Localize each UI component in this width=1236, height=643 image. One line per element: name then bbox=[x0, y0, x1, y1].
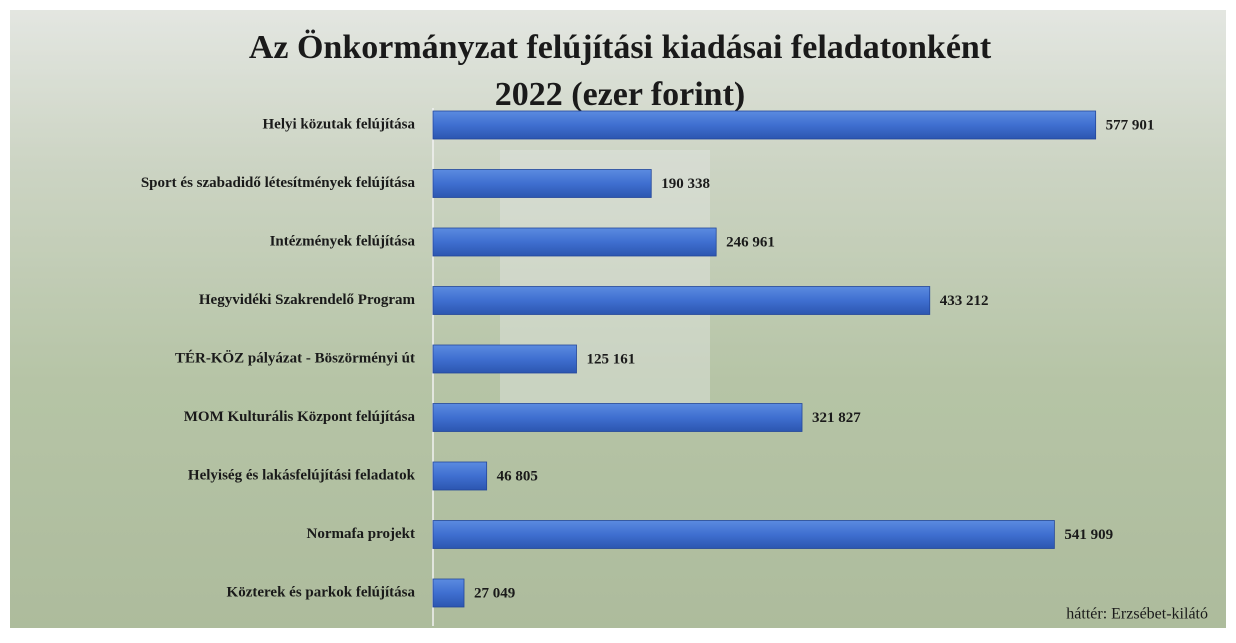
category-label: MOM Kulturális Központ felújítása bbox=[184, 409, 416, 425]
category-label: Közterek és parkok felújítása bbox=[227, 584, 416, 600]
bar bbox=[432, 403, 803, 432]
category-label: TÉR-KÖZ pályázat - Böszörményi út bbox=[175, 349, 415, 366]
bar bbox=[432, 344, 577, 374]
chart-title: Az Önkormányzat felújítási kiadásai fela… bbox=[249, 29, 992, 66]
category-label: Helyiség és lakásfelújítási feladatok bbox=[188, 467, 416, 483]
bar bbox=[432, 461, 488, 491]
value-label: 433 212 bbox=[940, 293, 989, 309]
category-label: Intézmények felújítása bbox=[270, 233, 416, 249]
value-label: 190 338 bbox=[661, 176, 710, 192]
value-label: 46 805 bbox=[497, 468, 538, 484]
value-label: 577 901 bbox=[1106, 117, 1155, 133]
annotation: háttér: Erzsébet-kilátó bbox=[1066, 606, 1208, 623]
bar bbox=[432, 286, 931, 315]
category-label: Hegyvidéki Szakrendelő Program bbox=[199, 292, 416, 308]
value-label: 27 049 bbox=[474, 585, 515, 601]
bar bbox=[432, 169, 652, 198]
value-label: 125 161 bbox=[587, 351, 636, 367]
category-label: Sport és szabadidő létesítmények felújít… bbox=[141, 175, 416, 191]
category-label: Normafa projekt bbox=[307, 526, 415, 542]
value-label: 541 909 bbox=[1064, 527, 1113, 543]
category-label: Helyi közutak felújítása bbox=[263, 116, 416, 132]
bar bbox=[432, 520, 1055, 549]
bar bbox=[432, 578, 465, 608]
bar bbox=[432, 227, 717, 257]
chart-title: 2022 (ezer forint) bbox=[495, 76, 745, 113]
value-label: 321 827 bbox=[812, 410, 861, 426]
bar bbox=[432, 110, 1097, 140]
value-label: 246 961 bbox=[726, 234, 775, 250]
